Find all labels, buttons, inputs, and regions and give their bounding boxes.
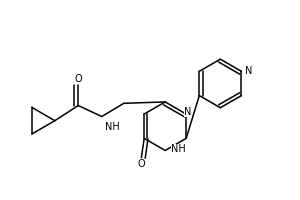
Text: NH: NH <box>171 144 186 154</box>
Text: N: N <box>245 66 252 76</box>
Text: O: O <box>138 159 145 169</box>
Text: N: N <box>184 107 191 117</box>
Text: NH: NH <box>105 122 120 132</box>
Text: O: O <box>74 74 82 84</box>
